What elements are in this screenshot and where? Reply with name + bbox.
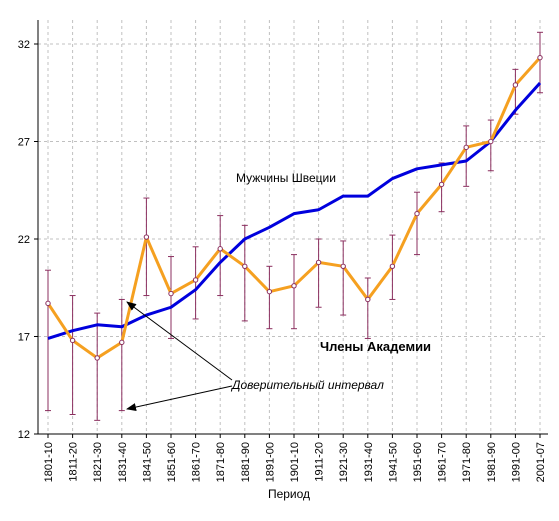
axes — [37, 20, 548, 435]
x-tick-label: 1981-90 — [486, 442, 498, 482]
members-point — [119, 339, 125, 346]
members-point — [69, 337, 76, 344]
x-tick-label: 1871-80 — [215, 442, 227, 482]
members-point — [438, 181, 445, 188]
members-point — [217, 246, 223, 252]
x-tick-label: 1991-00 — [510, 442, 522, 482]
members-point — [192, 277, 199, 283]
x-tick-label: 1941-50 — [387, 442, 399, 482]
grid — [38, 20, 548, 434]
x-tick-label: 1841-50 — [141, 442, 153, 482]
y-tick-label: 12 — [18, 429, 30, 441]
members-point — [143, 234, 150, 240]
members-point — [389, 263, 396, 269]
members-point — [365, 296, 371, 303]
x-tick-label: 1851-60 — [166, 442, 178, 482]
x-ticks: 1801-10 1811-20 1821-30 1831-40 1841-50 1851-… — [43, 434, 547, 482]
x-tick-label: 1951-60 — [412, 442, 424, 482]
ci-arrow-lower — [126, 385, 233, 411]
x-tick-label: 1811-20 — [68, 442, 80, 482]
x-tick-label: 1821-30 — [92, 442, 104, 482]
members-point — [291, 283, 297, 289]
x-tick-label: 1861-70 — [191, 442, 203, 482]
x-tick-label: 1801-10 — [43, 442, 55, 482]
y-tick-label: 17 — [18, 332, 30, 344]
confidence-interval-label: Доверительный интервал — [230, 378, 384, 392]
error-bars — [45, 31, 543, 421]
x-tick-label: 2001-07 — [535, 442, 547, 482]
members-point — [340, 263, 346, 269]
members-point — [414, 210, 420, 217]
y-tick-label: 27 — [18, 137, 30, 149]
members-point — [168, 290, 174, 297]
y-ticks: 12 17 22 27 32 — [18, 39, 38, 441]
y-tick-label: 32 — [18, 39, 30, 51]
x-tick-label: 1931-40 — [363, 442, 375, 482]
members-point — [512, 82, 519, 88]
y-tick-label: 22 — [18, 234, 30, 246]
x-tick-label: 1891-00 — [264, 442, 276, 482]
x-axis-label: Период — [268, 487, 310, 501]
members-point — [94, 355, 100, 361]
members-point — [537, 54, 543, 61]
members-point — [315, 259, 322, 266]
x-tick-label: 1881-90 — [240, 442, 252, 482]
ci-arrow-upper — [126, 301, 233, 381]
members-point — [242, 263, 248, 269]
x-tick-label: 1831-40 — [117, 442, 129, 482]
members-series-label: Члены Академии — [320, 339, 431, 354]
x-tick-label: 1901-10 — [289, 442, 301, 482]
members-point — [266, 288, 273, 295]
members-point — [463, 144, 469, 151]
x-tick-label: 1911-20 — [314, 442, 326, 482]
x-tick-label: 1961-70 — [437, 442, 449, 482]
x-tick-label: 1971-80 — [461, 442, 473, 482]
x-tick-label: 1921-30 — [338, 442, 350, 482]
men-series-label: Мужчины Швеции — [236, 171, 336, 185]
members-point — [45, 300, 51, 307]
annotations: Мужчины Швеции Члены Академии Доверитель… — [126, 171, 431, 411]
members-point — [488, 138, 494, 145]
